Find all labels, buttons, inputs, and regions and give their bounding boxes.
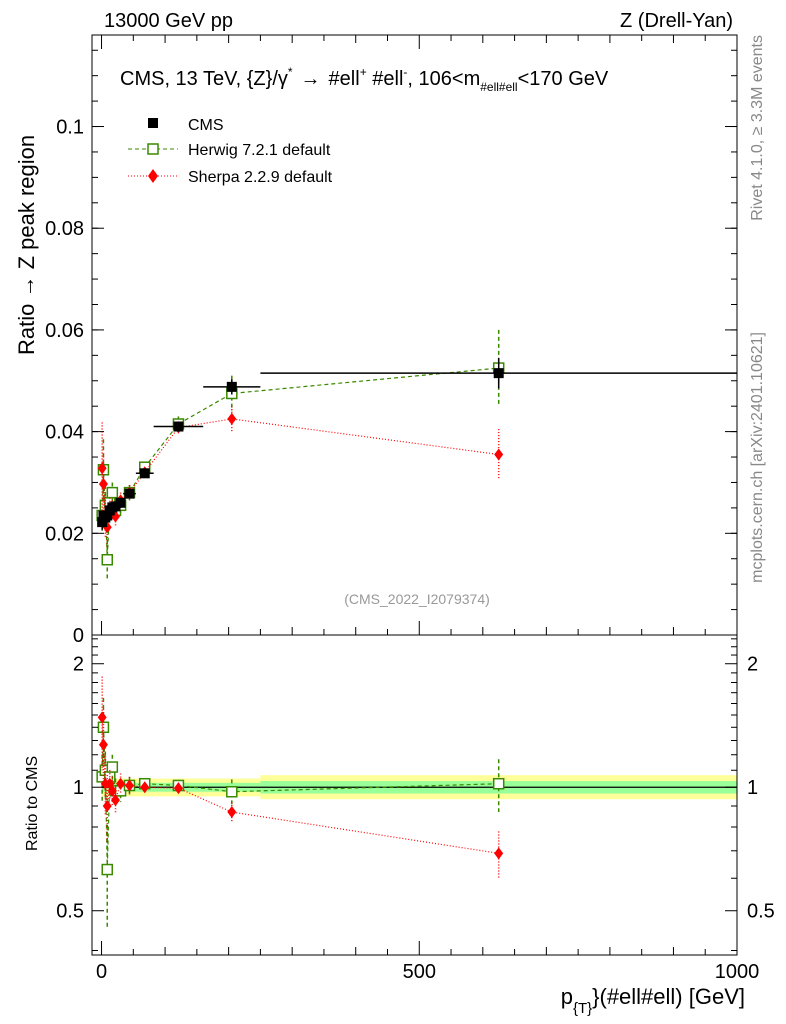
ratio-herwig-point-11 xyxy=(226,785,238,798)
ratio-sherpa-point-8 xyxy=(124,779,134,792)
ratio-sherpa-point-12 xyxy=(494,847,504,860)
x-axis-label: p{T}}(#ell#ell) [GeV] xyxy=(561,984,745,1017)
main-cms-point-8 xyxy=(124,488,135,499)
legend-label-cms: CMS xyxy=(188,117,224,134)
ratio-herwig-point-12 xyxy=(492,777,505,790)
mcplots-label: mcplots.cern.ch [arXiv:2401.10621] xyxy=(749,332,766,583)
main-herwig-point-5 xyxy=(106,486,119,499)
ratio-ytick-label-right-1: 1 xyxy=(747,777,758,799)
legend-label-herwig: Herwig 7.2.1 default xyxy=(188,142,331,159)
ratio-sherpa-point-6 xyxy=(111,794,121,807)
main-sherpa-point-11 xyxy=(227,412,237,425)
ratio-sherpa-point-7 xyxy=(116,777,126,790)
main-sherpa-point-12 xyxy=(494,448,504,461)
main-ytick-label-2: 0.04 xyxy=(45,422,84,444)
ratio-ytick-label-right-2: 2 xyxy=(747,654,758,676)
ratio-sherpa-point-9 xyxy=(140,781,150,794)
main-cms-point-10 xyxy=(173,421,184,432)
ratio-ytick-label-left-0: 0.5 xyxy=(56,901,84,923)
ratio-herwig-point-3 xyxy=(101,863,114,876)
ratio-sherpa-point-11 xyxy=(227,806,237,819)
xtick-label-0: 0 xyxy=(96,961,107,983)
main-plot-marks xyxy=(96,329,737,581)
ratio-sherpa-point-10 xyxy=(173,782,183,795)
ratio-herwig-point-5 xyxy=(106,761,119,773)
ratio-sherpa-point-5 xyxy=(107,784,117,797)
header-right: Z (Drell-Yan) xyxy=(620,10,733,32)
main-ytick-label-3: 0.06 xyxy=(45,320,84,342)
main-ytick-label-1: 0.02 xyxy=(45,523,84,545)
legend: CMS Herwig 7.2.1 default Sherpa 2.2.9 de… xyxy=(128,117,333,186)
main-cms-point-9 xyxy=(139,468,150,479)
main-herwig-line xyxy=(101,367,499,560)
legend-entry-cms: CMS xyxy=(148,117,224,134)
axes-ticks: 0 0.02 0.04 0.06 0.08 0.1 0 500 1000 0.5 0.5 1 1 2 2 xyxy=(45,35,775,983)
main-ylabel: Ratio → Z peak region xyxy=(14,135,39,355)
main-sherpa-point-1 xyxy=(98,477,108,490)
analysis-watermark: (CMS_2022_I2079374) xyxy=(344,591,490,607)
legend-entry-herwig: Herwig 7.2.1 default xyxy=(128,142,331,159)
header-left: 13000 GeV pp xyxy=(104,10,233,32)
main-cms-point-12 xyxy=(493,368,504,379)
main-title: CMS, 13 TeV, {Z}/γ* → #ell+ #ell-, 106<m#e… xyxy=(120,65,609,94)
ratio-sherpa-point-3 xyxy=(102,800,112,813)
main-herwig-point-3 xyxy=(101,553,114,566)
ratio-sherpa-point-1 xyxy=(98,738,108,751)
ratio-ylabel: Ratio to CMS xyxy=(24,756,41,851)
rivet-label: Rivet 4.1.0, ≥ 3.3M events xyxy=(749,35,766,221)
ratio-sherpa-point-0 xyxy=(97,711,107,724)
main-ytick-label-5: 0.1 xyxy=(56,117,84,139)
main-sherpa-line xyxy=(101,418,499,528)
legend-marker-herwig xyxy=(147,143,159,155)
legend-label-sherpa: Sherpa 2.2.9 default xyxy=(188,169,333,186)
ratio-ytick-label-right-0: 0.5 xyxy=(747,901,775,923)
xtick-label-1: 500 xyxy=(403,961,436,983)
legend-marker-cms xyxy=(148,118,158,128)
main-ytick-label-0: 0 xyxy=(73,625,84,647)
ratio-ytick-label-left-2: 2 xyxy=(73,654,84,676)
main-sherpa-point-0 xyxy=(97,462,107,475)
legend-marker-sherpa xyxy=(148,169,158,183)
main-cms-point-3 xyxy=(102,510,113,521)
ratio-plot-marks xyxy=(96,676,737,930)
main-ytick-label-4: 0.08 xyxy=(45,218,84,240)
legend-entry-sherpa: Sherpa 2.2.9 default xyxy=(128,169,333,186)
ratio-ytick-label-left-1: 1 xyxy=(73,777,84,799)
main-cms-point-7 xyxy=(115,497,126,508)
main-cms-point-6 xyxy=(110,501,121,512)
main-cms-point-11 xyxy=(226,381,237,392)
xtick-label-2: 1000 xyxy=(715,961,760,983)
ratio-frame xyxy=(91,634,738,956)
